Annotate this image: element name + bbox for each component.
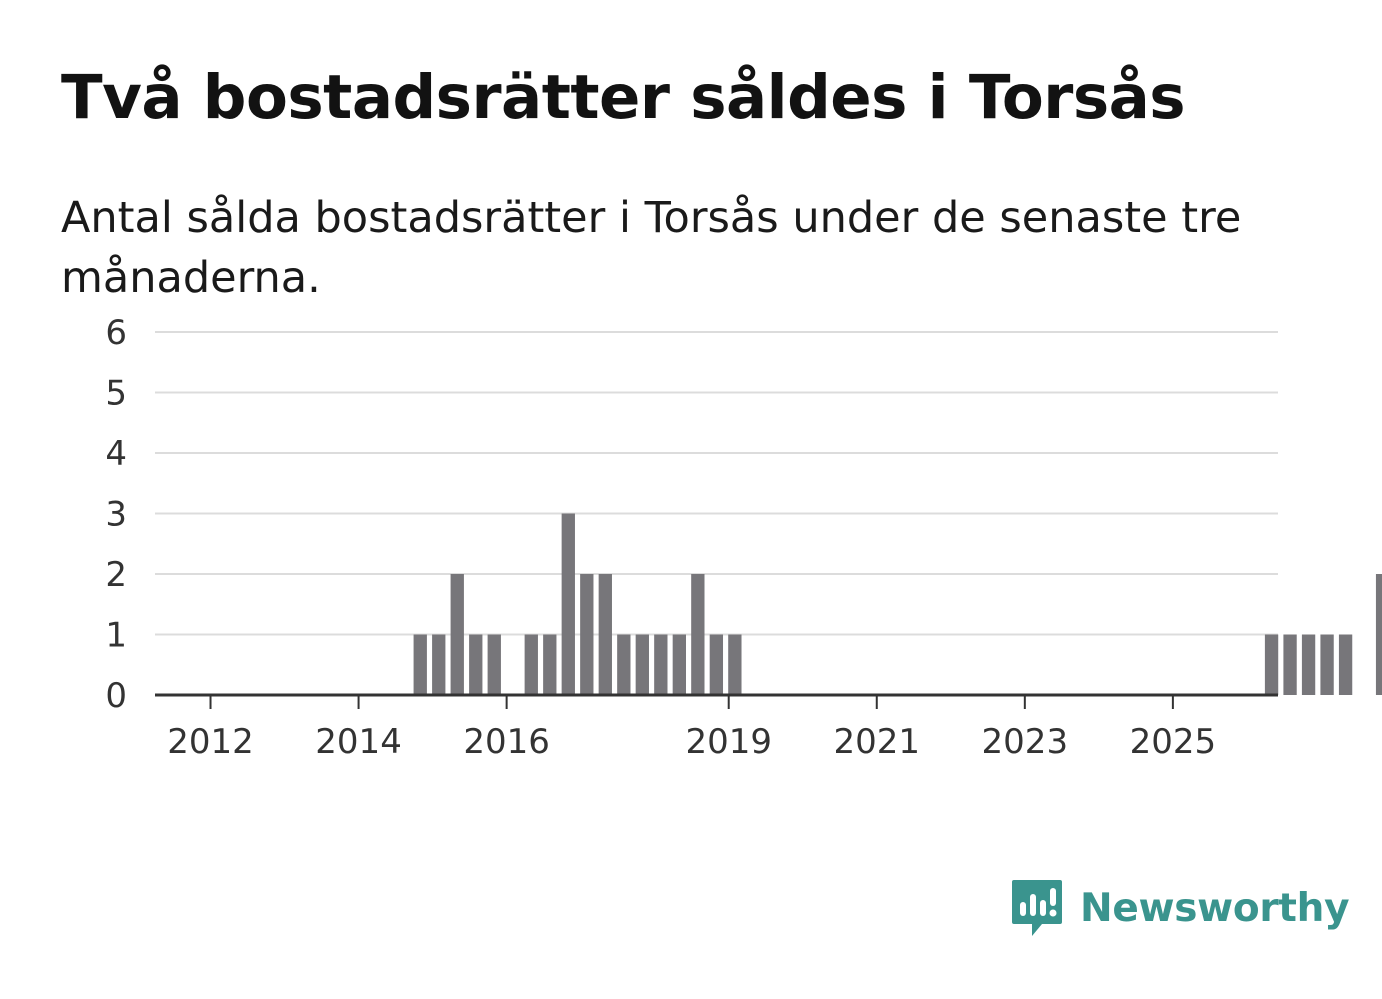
chart-title: Två bostadsrätter såldes i Torsås [61,62,1186,133]
bar [672,634,687,695]
bar [432,634,446,695]
x-tick-label: 2019 [685,722,772,762]
newsworthy-logo-icon [1012,880,1062,936]
x-tick-label: 2016 [463,722,550,762]
bar [654,634,668,695]
bar [469,634,483,695]
bar [1338,634,1353,695]
bar [450,574,464,695]
bar [1264,634,1279,695]
bar [580,574,594,695]
brand-name: Newsworthy [1080,885,1350,931]
bar [561,513,575,695]
y-tick-label: 2 [105,555,127,595]
bar [1320,634,1334,695]
brand-logo: Newsworthy [1010,878,1350,938]
x-tick-label: 2021 [834,722,921,762]
bar [617,634,631,695]
bar [691,574,705,695]
y-tick-label: 1 [105,616,127,656]
x-axis-ticks: 2012 2014 2016 2019 2021 2023 2025 [167,695,1216,762]
y-tick-label: 5 [105,374,127,414]
bar [1375,574,1382,695]
bar [543,634,557,695]
bar [413,634,427,695]
bar [487,634,501,695]
y-tick-label: 0 [105,676,127,716]
x-tick-label: 2023 [982,722,1069,762]
bar [728,634,742,695]
x-tick-label: 2012 [167,722,254,762]
y-axis-ticks: 0 1 2 3 4 5 6 [105,313,127,716]
bar [524,634,538,695]
y-tick-label: 6 [105,313,127,353]
y-tick-label: 3 [105,495,127,535]
chart-subtitle: Antal sålda bostadsrätter i Torsås under… [61,193,1242,303]
gridlines [155,331,1278,636]
bars [413,513,1382,695]
bar [635,634,649,695]
bar-chart: 0 1 2 3 4 5 6 2012 2014 2016 2019 2021 2023 2025 2 [105,313,1382,762]
bar [709,634,724,695]
bar [598,574,612,695]
bar [1301,634,1316,695]
x-tick-label: 2014 [315,722,402,762]
y-tick-label: 4 [105,434,127,474]
x-tick-label: 2025 [1130,722,1217,762]
bar [1283,634,1297,695]
